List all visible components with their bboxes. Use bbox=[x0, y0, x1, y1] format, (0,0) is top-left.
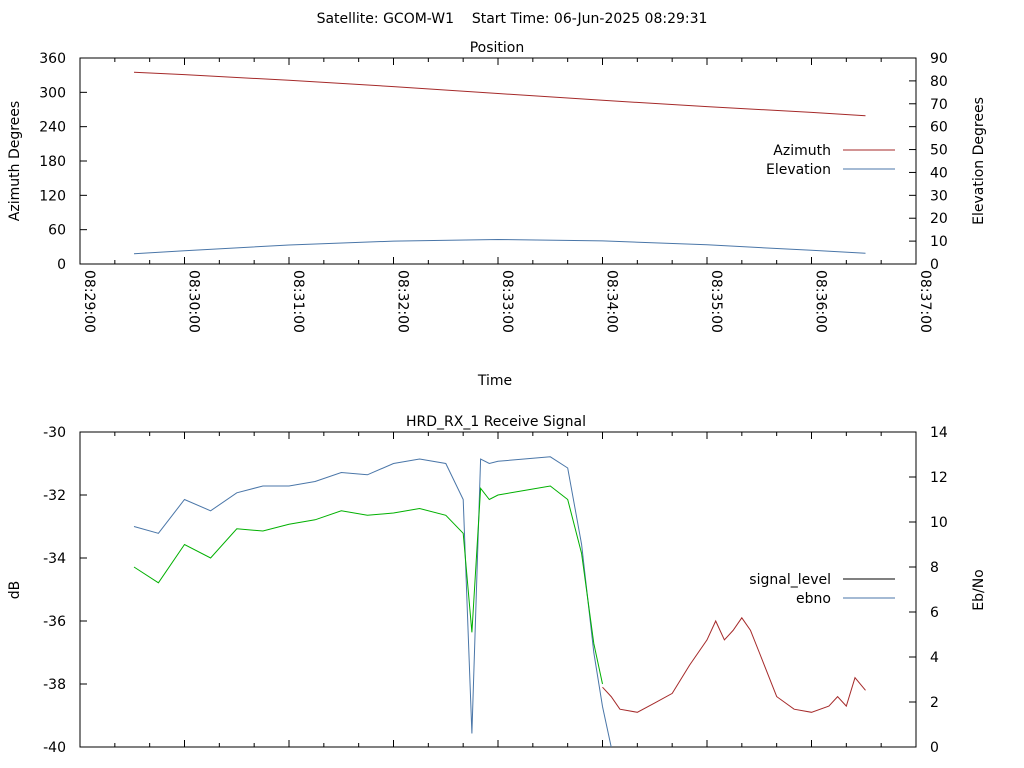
signal-y2-tick-label: 2 bbox=[930, 695, 939, 711]
signal-legend-label: ebno bbox=[796, 591, 831, 607]
position-y-tick-label: 120 bbox=[39, 188, 66, 204]
position-y2-tick-label: 30 bbox=[930, 188, 948, 204]
position-plot-frame bbox=[79, 57, 917, 265]
signal-y2-tick-label: 12 bbox=[930, 470, 948, 486]
position-y-tick-label: 360 bbox=[39, 51, 66, 67]
position-y-tick-label: 300 bbox=[39, 85, 66, 101]
position-x-tick-label: 08:32:00 bbox=[395, 270, 411, 333]
signal-y2-axis-label: Eb/No bbox=[971, 569, 987, 611]
position-y2-axis-label: Elevation Degrees bbox=[971, 97, 987, 225]
position-y-tick-label: 240 bbox=[39, 120, 66, 136]
signal-y-tick-label: -32 bbox=[43, 488, 66, 504]
position-series-line-azimuth bbox=[133, 71, 866, 117]
position-x-tick-label: 08:29:00 bbox=[81, 270, 97, 333]
signal-y-axis-label: dB bbox=[7, 581, 23, 600]
signal-y-tick-label: -40 bbox=[43, 740, 66, 756]
position-y-tick-label: 180 bbox=[39, 154, 66, 170]
position-y2-tick-label: 50 bbox=[930, 143, 948, 159]
position-series-line-elevation bbox=[133, 238, 866, 255]
position-y2-tick-label: 0 bbox=[930, 257, 939, 273]
position-y2-tick-label: 20 bbox=[930, 211, 948, 227]
signal-y2-tick-label: 14 bbox=[930, 425, 948, 441]
position-y2-tick-label: 80 bbox=[930, 74, 948, 90]
position-x-tick-label: 08:37:00 bbox=[917, 270, 933, 333]
position-x-tick-label: 08:31:00 bbox=[290, 270, 306, 333]
signal-legend-label: signal_level bbox=[749, 572, 831, 588]
signal-y2-tick-label: 0 bbox=[930, 740, 939, 756]
position-legend-label: Azimuth bbox=[773, 143, 831, 159]
signal-y2-tick-label: 6 bbox=[930, 605, 939, 621]
position-chart-title: Position bbox=[470, 40, 525, 56]
signal-y2-tick-label: 4 bbox=[930, 650, 939, 666]
position-y2-tick-label: 90 bbox=[930, 51, 948, 67]
position-y-tick-label: 0 bbox=[57, 257, 66, 273]
signal-y-tick-label: -30 bbox=[43, 425, 66, 441]
position-y2-tick-label: 40 bbox=[930, 165, 948, 181]
position-y-axis-label: Azimuth Degrees bbox=[7, 101, 23, 221]
position-y2-tick-label: 60 bbox=[930, 120, 948, 136]
position-y2-tick-label: 70 bbox=[930, 97, 948, 113]
signal-y-tick-label: -38 bbox=[43, 677, 66, 693]
signal-plot-frame bbox=[79, 431, 917, 748]
signal-series-line-signal-level bbox=[602, 616, 866, 713]
signal-series-line-ebno bbox=[133, 456, 612, 748]
page-title: Satellite: GCOM-W1 Start Time: 06-Jun-20… bbox=[317, 11, 708, 27]
position-x-tick-label: 08:30:00 bbox=[186, 270, 202, 333]
signal-chart: HRD_RX_1 Receive Signal -40 -38 -36 -34 -32 -… bbox=[7, 414, 987, 756]
position-x-tick-label: 08:34:00 bbox=[604, 270, 620, 333]
signal-series-line-ebno-green-trace bbox=[133, 485, 603, 685]
signal-y-tick-label: -36 bbox=[43, 614, 66, 630]
position-chart: Position 0 60 120 180 240 300 360 0 10 20 30 40 50 6… bbox=[7, 40, 987, 389]
signal-y2-tick-label: 10 bbox=[930, 515, 948, 531]
position-x-tick-label: 08:33:00 bbox=[499, 270, 515, 333]
signal-chart-title: HRD_RX_1 Receive Signal bbox=[406, 414, 586, 430]
position-legend-label: Elevation bbox=[766, 162, 831, 178]
position-x-tick-label: 08:36:00 bbox=[813, 270, 829, 333]
position-x-tick-label: 08:35:00 bbox=[708, 270, 724, 333]
position-y-tick-label: 60 bbox=[48, 223, 66, 239]
signal-y2-tick-label: 8 bbox=[930, 560, 939, 576]
position-x-axis-label: Time bbox=[477, 373, 512, 389]
position-y2-tick-label: 10 bbox=[930, 234, 948, 250]
signal-y-tick-label: -34 bbox=[43, 551, 66, 567]
